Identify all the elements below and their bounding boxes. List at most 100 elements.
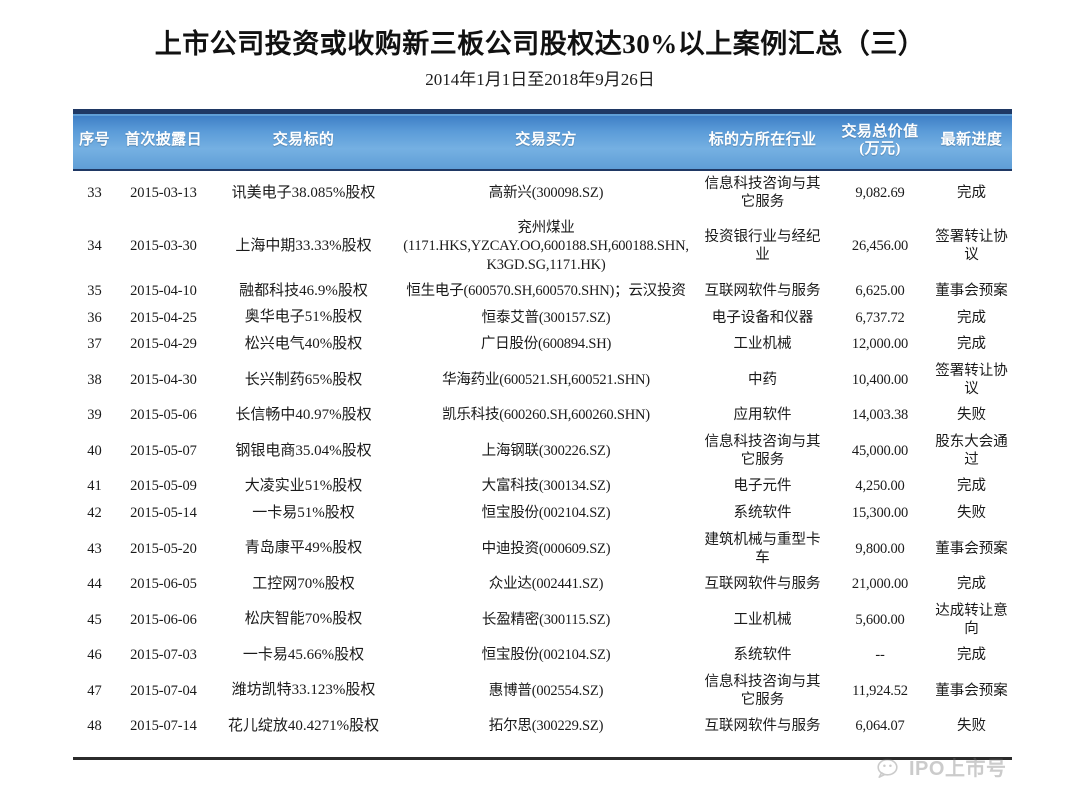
cell-date: 2015-06-05 <box>130 576 197 593</box>
table-row: 38 2015-04-30 长兴制药65%股权 华海药业(600521.SH,6005… <box>73 358 1012 402</box>
table-bottom-rule <box>73 757 1012 760</box>
cell-target: 工控网70%股权 <box>252 575 355 592</box>
cell-date: 2015-05-06 <box>130 407 197 424</box>
cell-buyer: 中迪投资(000609.SZ) <box>481 540 611 557</box>
cell-target: 青岛康平49%股权 <box>244 540 363 557</box>
cell-buyer: 广日股份(600894.SH) <box>480 336 612 353</box>
cell-industry: 建筑机械与重型卡车 <box>704 531 821 566</box>
cell-value: 5,600.00 <box>855 611 905 628</box>
cell-index: 34 <box>87 238 102 255</box>
table-row: 39 2015-05-06 长信畅中40.97%股权 凯乐科技(600260.SH,6… <box>73 402 1012 429</box>
cell-target: 上海中期33.33%股权 <box>235 238 372 255</box>
cell-progress: 达成转让意向 <box>935 602 1008 637</box>
cell-industry: 电子元件 <box>733 478 792 495</box>
table-row: 35 2015-04-10 融都科技46.9%股权 恒生电子(600570.SH,60… <box>73 278 1012 305</box>
table-row: 42 2015-05-14 一卡易51%股权 恒宝股份(002104.SZ) 系统软件 1… <box>73 500 1012 527</box>
cell-value: -- <box>875 647 885 664</box>
cell-value: 9,800.00 <box>855 540 905 557</box>
table-body: 33 2015-03-13 讯美电子38.085%股权 高新兴(300098.SZ) 信… <box>73 170 1012 740</box>
cell-progress: 股东大会通过 <box>935 433 1008 468</box>
cell-target: 融都科技46.9%股权 <box>239 282 368 299</box>
cell-date: 2015-06-06 <box>130 611 197 628</box>
table-top-rule <box>73 109 1012 112</box>
table-row: 45 2015-06-06 松庆智能70%股权 长盈精密(300115.SZ) 工业机械… <box>73 598 1012 642</box>
cell-industry: 信息科技咨询与其它服务 <box>704 176 821 211</box>
cell-buyer: 凯乐科技(600260.SH,600260.SHN) <box>442 407 650 424</box>
cell-industry: 工业机械 <box>733 336 792 353</box>
wechat-bubble-icon <box>877 758 903 779</box>
cell-value: 12,000.00 <box>851 336 909 353</box>
cell-value: 6,737.72 <box>855 309 905 326</box>
title-block: 上市公司投资或收购新三板公司股权达30%以上案例汇总（三） 2014年1月1日至… <box>0 29 1080 89</box>
cell-value: 26,456.00 <box>851 238 909 255</box>
cell-index: 33 <box>87 185 102 202</box>
cell-buyer: 恒生电子(600570.SH,600570.SHN)；云汉投资 <box>406 282 686 299</box>
cell-index: 47 <box>87 682 102 699</box>
column-header-value-line2: (万元) <box>859 141 901 157</box>
cell-buyer: 大富科技(300134.SZ) <box>481 478 611 495</box>
cell-index: 45 <box>87 611 102 628</box>
table-header-row: 序号 首次披露日 交易标的 交易买方 标的方所在行业 交易总价值 (万元) 最新… <box>73 112 1012 170</box>
cell-target: 讯美电子38.085%股权 <box>231 184 376 201</box>
cell-value: 15,300.00 <box>851 505 909 522</box>
column-header-index: 序号 <box>79 132 110 149</box>
cell-value: 4,250.00 <box>855 478 905 495</box>
cell-value: 9,082.69 <box>855 185 905 202</box>
cell-index: 37 <box>87 336 102 353</box>
cell-progress: 完成 <box>957 647 986 664</box>
table-row: 48 2015-07-14 花儿绽放40.4271%股权 拓尔思(300229.SZ)… <box>73 713 1012 740</box>
table-row: 41 2015-05-09 大凌实业51%股权 大富科技(300134.SZ) 电子元件… <box>73 473 1012 500</box>
cell-date: 2015-03-13 <box>130 185 197 202</box>
cell-industry: 系统软件 <box>733 647 792 664</box>
column-header-date: 首次披露日 <box>124 132 202 149</box>
cell-buyer: 惠博普(002554.SZ) <box>488 682 604 699</box>
cell-value: 21,000.00 <box>851 576 909 593</box>
cell-index: 38 <box>87 371 102 388</box>
cell-date: 2015-05-09 <box>130 478 197 495</box>
cell-industry: 信息科技咨询与其它服务 <box>704 433 821 468</box>
cell-progress: 完成 <box>957 309 986 326</box>
cell-date: 2015-03-30 <box>130 238 197 255</box>
table-row: 36 2015-04-25 奥华电子51%股权 恒泰艾普(300157.SZ) 电子设备… <box>73 304 1012 331</box>
cell-progress: 完成 <box>957 185 986 202</box>
cell-value: 6,064.07 <box>855 718 905 735</box>
cell-date: 2015-05-14 <box>130 505 197 522</box>
cell-progress: 完成 <box>957 336 986 353</box>
cell-target: 一卡易45.66%股权 <box>242 646 365 663</box>
table-row: 47 2015-07-04 潍坊凯特33.123%股权 惠博普(002554.SZ) 信… <box>73 669 1012 713</box>
cell-target: 花儿绽放40.4271%股权 <box>227 717 380 734</box>
column-header-buyer: 交易买方 <box>515 132 577 149</box>
cell-buyer: 兖州煤业(1171.HKS,YZCAY.OO,600188.SH,600188.… <box>403 220 689 273</box>
cell-target: 松庆智能70%股权 <box>244 611 363 628</box>
cell-target: 长兴制药65%股权 <box>244 371 363 388</box>
cell-date: 2015-04-30 <box>130 371 197 388</box>
cell-target: 大凌实业51%股权 <box>244 478 363 495</box>
cell-target: 长信畅中40.97%股权 <box>235 407 372 424</box>
cell-buyer: 上海钢联(300226.SZ) <box>481 442 611 459</box>
cell-industry: 互联网软件与服务 <box>704 282 821 299</box>
cell-industry: 信息科技咨询与其它服务 <box>704 673 821 708</box>
cell-industry: 应用软件 <box>733 407 792 424</box>
page-title: 上市公司投资或收购新三板公司股权达30%以上案例汇总（三） <box>154 29 926 59</box>
cell-index: 41 <box>87 478 102 495</box>
cell-buyer: 拓尔思(300229.SZ) <box>488 718 604 735</box>
cell-progress: 签署转让协议 <box>935 229 1008 264</box>
cell-date: 2015-04-25 <box>130 309 197 326</box>
column-header-target: 交易标的 <box>272 132 335 149</box>
cell-index: 46 <box>87 647 102 664</box>
table-row: 44 2015-06-05 工控网70%股权 众业达(002441.SZ) 互联网软件与… <box>73 571 1012 598</box>
table-row: 46 2015-07-03 一卡易45.66%股权 恒宝股份(002104.SZ) 系统… <box>73 642 1012 669</box>
cell-buyer: 恒泰艾普(300157.SZ) <box>481 309 611 326</box>
table-header-bottom-rule <box>73 157 1012 159</box>
column-header-value-line1: 交易总价值 <box>841 123 919 140</box>
cell-index: 35 <box>87 282 102 299</box>
cell-buyer: 恒宝股份(002104.SZ) <box>481 505 611 522</box>
watermark: IPO上市号 <box>877 758 1006 779</box>
cell-index: 44 <box>87 576 102 593</box>
cell-industry: 电子设备和仪器 <box>711 309 814 326</box>
data-table-container: 序号 首次披露日 交易标的 交易买方 标的方所在行业 交易总价值 (万元) 最新… <box>73 111 1012 740</box>
cell-date: 2015-05-07 <box>130 442 197 459</box>
cell-index: 40 <box>87 442 102 459</box>
cell-industry: 工业机械 <box>733 611 792 628</box>
